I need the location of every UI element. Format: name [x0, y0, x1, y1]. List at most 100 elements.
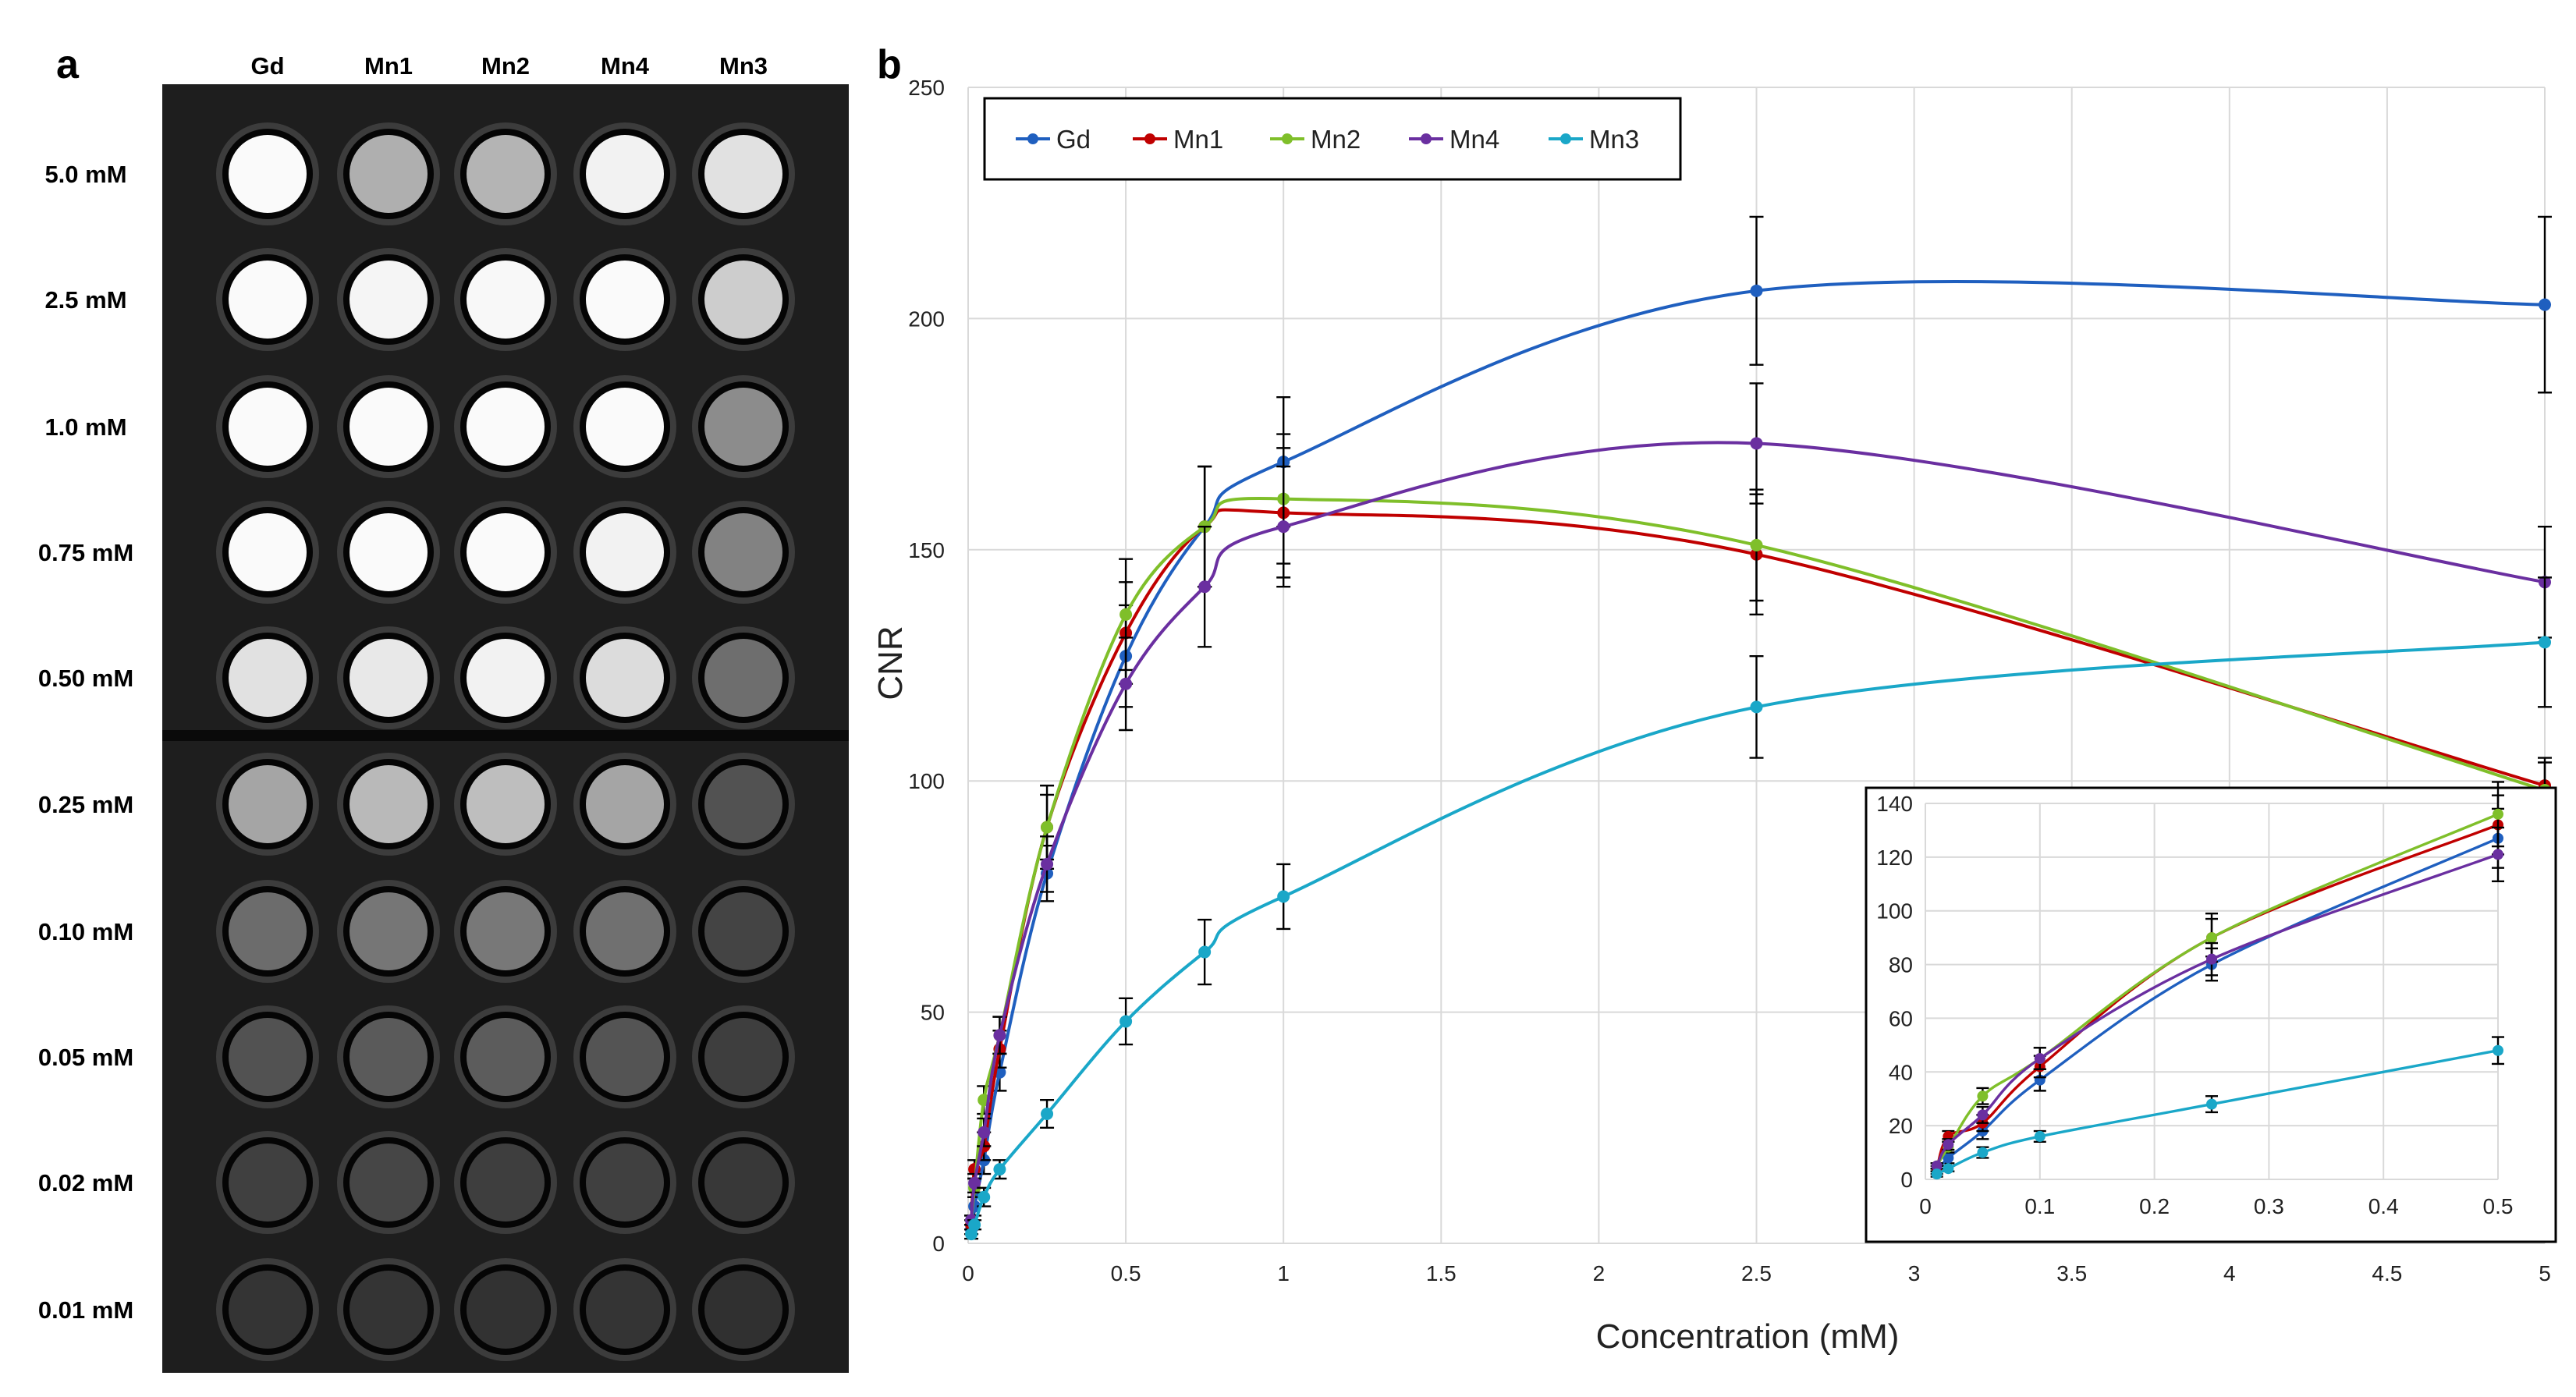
y-tick-label: 60	[1889, 1006, 1913, 1030]
well-mn4	[586, 1271, 664, 1349]
row-label: 0.50 mM	[38, 665, 133, 692]
well-gd	[229, 261, 307, 339]
series-line-mn2	[970, 496, 2546, 1221]
x-tick-label: 3.5	[2056, 1261, 2087, 1285]
well-mn4	[586, 765, 664, 843]
well-mn3	[704, 1143, 782, 1221]
data-point	[1977, 1147, 1989, 1158]
row-label: 0.10 mM	[38, 918, 133, 945]
series-line-mn4	[970, 441, 2546, 1221]
x-tick-label: 4.5	[2372, 1261, 2402, 1285]
well-gd	[229, 1143, 307, 1221]
data-point	[1041, 821, 1054, 834]
well-mn4	[586, 892, 664, 970]
well-mn1	[349, 1018, 428, 1096]
column-labels: Gd Mn1 Mn2 Mn4 Mn3	[250, 52, 768, 80]
well-mn4	[586, 135, 664, 213]
data-point	[2206, 953, 2217, 965]
well-mn3	[704, 892, 782, 970]
y-axis-title: CNR	[871, 626, 910, 700]
series-mn4	[964, 382, 2552, 1227]
well-mn4	[586, 1018, 664, 1096]
legend: Gd Mn1 Mn2 Mn4 Mn3	[983, 97, 1682, 181]
row-label: 1.0 mM	[44, 413, 126, 441]
well-mn1	[349, 388, 428, 466]
x-tick-label: 2	[1593, 1261, 1606, 1285]
well-mn1	[349, 1271, 428, 1349]
row-label: 5.0 mM	[44, 161, 126, 188]
inset-plot-area	[1930, 781, 2504, 1180]
well-mn2	[467, 639, 545, 717]
well-gd	[229, 1018, 307, 1096]
series-line-gd	[1936, 837, 2499, 1172]
well-gd	[229, 513, 307, 591]
series-mn3	[1930, 1036, 2504, 1180]
data-point	[2034, 1130, 2046, 1142]
data-point	[978, 1126, 991, 1139]
column-label-mn4: Mn4	[601, 52, 650, 80]
well-mn1	[349, 513, 428, 591]
row-label: 0.02 mM	[38, 1169, 133, 1197]
panel-a-phantom-image: a Gd Mn1 Mn2 Mn4 Mn3 5.0 mM 2.5 mM 1.0 mM 0.75 …	[38, 42, 849, 1373]
data-point	[1119, 677, 1133, 690]
y-tick-label: 40	[1889, 1060, 1913, 1084]
legend-marker-mn1	[1144, 133, 1155, 144]
data-point	[1931, 1160, 1943, 1172]
x-tick-label: 1	[1277, 1261, 1290, 1285]
x-tick-label: 0	[1919, 1194, 1932, 1218]
data-point	[2539, 298, 2551, 311]
y-tick-label: 140	[1876, 792, 1913, 816]
well-mn2	[467, 1143, 545, 1221]
well-mn3	[704, 135, 782, 213]
legend-marker-mn4	[1421, 133, 1432, 144]
data-point	[1750, 437, 1763, 450]
phantom-seam	[162, 730, 849, 741]
data-point	[2493, 1044, 2503, 1056]
series-mn4	[1930, 826, 2504, 1172]
data-point	[968, 1218, 981, 1232]
x-tick-label: 0.2	[2139, 1194, 2170, 1218]
legend-marker-mn3	[1560, 133, 1571, 144]
legend-label-mn3: Mn3	[1589, 125, 1639, 154]
legend-marker-mn2	[1282, 133, 1293, 144]
x-tick-label: 3	[1908, 1261, 1921, 1285]
x-tick-label: 4	[2223, 1261, 2236, 1285]
data-point	[1977, 1109, 1989, 1121]
inset-chart: 0 0.1 0.2 0.3 0.4 0.5 0 20 40 60 80 100 120 140	[1865, 781, 2557, 1243]
well-mn1	[349, 261, 428, 339]
x-axis-title: Concentration (mM)	[1596, 1317, 1900, 1356]
data-point	[1750, 538, 1763, 551]
data-point	[1943, 1152, 1954, 1164]
x-tick-label: 0.1	[2024, 1194, 2055, 1218]
well-mn2	[467, 135, 545, 213]
y-tick-label: 200	[908, 307, 945, 331]
legend-marker-gd	[1027, 133, 1038, 144]
well-mn3	[704, 261, 782, 339]
well-mn1	[349, 892, 428, 970]
legend-label-mn4: Mn4	[1449, 125, 1499, 154]
data-point	[1750, 700, 1763, 714]
legend-label-mn1: Mn1	[1173, 125, 1223, 154]
data-point	[1931, 1168, 1943, 1180]
x-tick-label: 0.4	[2368, 1194, 2399, 1218]
data-point	[993, 1163, 1006, 1176]
phantom-wells	[216, 122, 795, 1361]
y-tick-label: 0	[932, 1232, 945, 1256]
well-gd	[229, 892, 307, 970]
series-line-mn3	[970, 640, 2546, 1235]
row-label: 2.5 mM	[44, 286, 126, 314]
well-gd	[229, 135, 307, 213]
data-point	[1277, 520, 1290, 534]
x-tick-label: 1.5	[1426, 1261, 1457, 1285]
inset-tick-labels: 0 0.1 0.2 0.3 0.4 0.5 0 20 40 60 80 100 120 140	[1876, 792, 2513, 1218]
series-line-gd	[970, 279, 2546, 1230]
well-mn3	[704, 765, 782, 843]
well-mn4	[586, 261, 664, 339]
well-mn3	[704, 639, 782, 717]
well-mn2	[467, 1271, 545, 1349]
x-tick-label: 2.5	[1741, 1261, 1772, 1285]
y-tick-label: 80	[1889, 953, 1913, 977]
inset-frame	[1865, 786, 2557, 1243]
column-label-mn3: Mn3	[719, 52, 768, 80]
